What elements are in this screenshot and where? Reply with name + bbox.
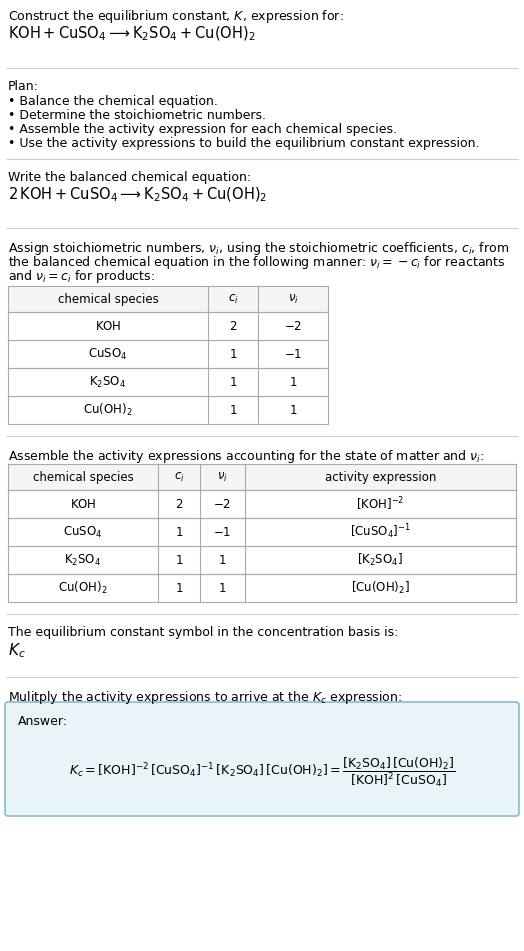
Text: $-1$: $-1$ bbox=[213, 526, 232, 538]
Text: $\mathrm{Cu(OH)_2}$: $\mathrm{Cu(OH)_2}$ bbox=[58, 580, 108, 596]
Bar bbox=[8, 286, 328, 312]
Text: activity expression: activity expression bbox=[325, 471, 436, 483]
Text: $\mathrm{K_2SO_4}$: $\mathrm{K_2SO_4}$ bbox=[64, 553, 102, 568]
Text: Assemble the activity expressions accounting for the state of matter and $\nu_i$: Assemble the activity expressions accoun… bbox=[8, 448, 484, 465]
Text: $-1$: $-1$ bbox=[284, 347, 302, 360]
Text: $\mathrm{Cu(OH)_2}$: $\mathrm{Cu(OH)_2}$ bbox=[83, 402, 133, 418]
Text: $\mathrm{2\,KOH + CuSO_4 \longrightarrow K_2SO_4 + Cu(OH)_2}$: $\mathrm{2\,KOH + CuSO_4 \longrightarrow… bbox=[8, 186, 267, 204]
Text: $1$: $1$ bbox=[289, 376, 297, 389]
Text: $\mathrm{CuSO_4}$: $\mathrm{CuSO_4}$ bbox=[63, 524, 103, 539]
Text: 1: 1 bbox=[175, 553, 183, 567]
Text: 1: 1 bbox=[230, 347, 237, 360]
Text: Assign stoichiometric numbers, $\nu_i$, using the stoichiometric coefficients, $: Assign stoichiometric numbers, $\nu_i$, … bbox=[8, 240, 509, 257]
Text: The equilibrium constant symbol in the concentration basis is:: The equilibrium constant symbol in the c… bbox=[8, 626, 398, 639]
Text: $K_c = [\mathrm{KOH}]^{-2}\,[\mathrm{CuSO_4}]^{-1}\,[\mathrm{K_2SO_4}]\,[\mathrm: $K_c = [\mathrm{KOH}]^{-2}\,[\mathrm{CuS… bbox=[69, 755, 455, 788]
Text: $K_c$: $K_c$ bbox=[8, 641, 26, 660]
Bar bbox=[8, 464, 516, 490]
Text: $\nu_i$: $\nu_i$ bbox=[288, 293, 298, 305]
Text: $[\mathrm{K_2SO_4}]$: $[\mathrm{K_2SO_4}]$ bbox=[357, 552, 403, 568]
Text: 1: 1 bbox=[175, 526, 183, 538]
Text: 1: 1 bbox=[230, 376, 237, 389]
Text: • Determine the stoichiometric numbers.: • Determine the stoichiometric numbers. bbox=[8, 109, 266, 122]
Text: Answer:: Answer: bbox=[18, 715, 68, 728]
Text: $\mathrm{KOH}$: $\mathrm{KOH}$ bbox=[70, 497, 96, 511]
Text: 2: 2 bbox=[230, 320, 237, 333]
Text: $\mathrm{KOH + CuSO_4 \longrightarrow K_2SO_4 + Cu(OH)_2}$: $\mathrm{KOH + CuSO_4 \longrightarrow K_… bbox=[8, 25, 256, 44]
FancyBboxPatch shape bbox=[5, 702, 519, 816]
Text: chemical species: chemical species bbox=[32, 471, 134, 483]
Text: $[\mathrm{Cu(OH)_2}]$: $[\mathrm{Cu(OH)_2}]$ bbox=[351, 580, 410, 596]
Text: and $\nu_i = c_i$ for products:: and $\nu_i = c_i$ for products: bbox=[8, 268, 155, 285]
Text: $\mathrm{CuSO_4}$: $\mathrm{CuSO_4}$ bbox=[89, 346, 128, 361]
Text: • Use the activity expressions to build the equilibrium constant expression.: • Use the activity expressions to build … bbox=[8, 137, 479, 150]
Text: $-2$: $-2$ bbox=[284, 320, 302, 333]
Text: 1: 1 bbox=[230, 403, 237, 417]
Text: $c_i$: $c_i$ bbox=[173, 471, 184, 483]
Text: Construct the equilibrium constant, $K$, expression for:: Construct the equilibrium constant, $K$,… bbox=[8, 8, 344, 25]
Text: $1$: $1$ bbox=[289, 403, 297, 417]
Text: $\mathrm{K_2SO_4}$: $\mathrm{K_2SO_4}$ bbox=[90, 375, 126, 390]
Text: Mulitply the activity expressions to arrive at the $K_c$ expression:: Mulitply the activity expressions to arr… bbox=[8, 689, 402, 706]
Text: Plan:: Plan: bbox=[8, 80, 39, 93]
Text: • Balance the chemical equation.: • Balance the chemical equation. bbox=[8, 95, 218, 108]
Text: $\mathrm{KOH}$: $\mathrm{KOH}$ bbox=[95, 320, 121, 333]
Text: $[\mathrm{KOH}]^{-2}$: $[\mathrm{KOH}]^{-2}$ bbox=[356, 495, 405, 513]
Text: • Assemble the activity expression for each chemical species.: • Assemble the activity expression for e… bbox=[8, 123, 397, 136]
Text: 1: 1 bbox=[175, 581, 183, 594]
Text: $c_i$: $c_i$ bbox=[227, 293, 238, 305]
Text: the balanced chemical equation in the following manner: $\nu_i = -c_i$ for react: the balanced chemical equation in the fo… bbox=[8, 254, 506, 271]
Text: chemical species: chemical species bbox=[58, 293, 158, 305]
Text: Write the balanced chemical equation:: Write the balanced chemical equation: bbox=[8, 171, 251, 184]
Text: $1$: $1$ bbox=[219, 581, 227, 594]
Text: 2: 2 bbox=[175, 497, 183, 511]
Text: $[\mathrm{CuSO_4}]^{-1}$: $[\mathrm{CuSO_4}]^{-1}$ bbox=[350, 523, 411, 541]
Text: $-2$: $-2$ bbox=[213, 497, 232, 511]
Text: $\nu_i$: $\nu_i$ bbox=[217, 471, 228, 483]
Text: $1$: $1$ bbox=[219, 553, 227, 567]
